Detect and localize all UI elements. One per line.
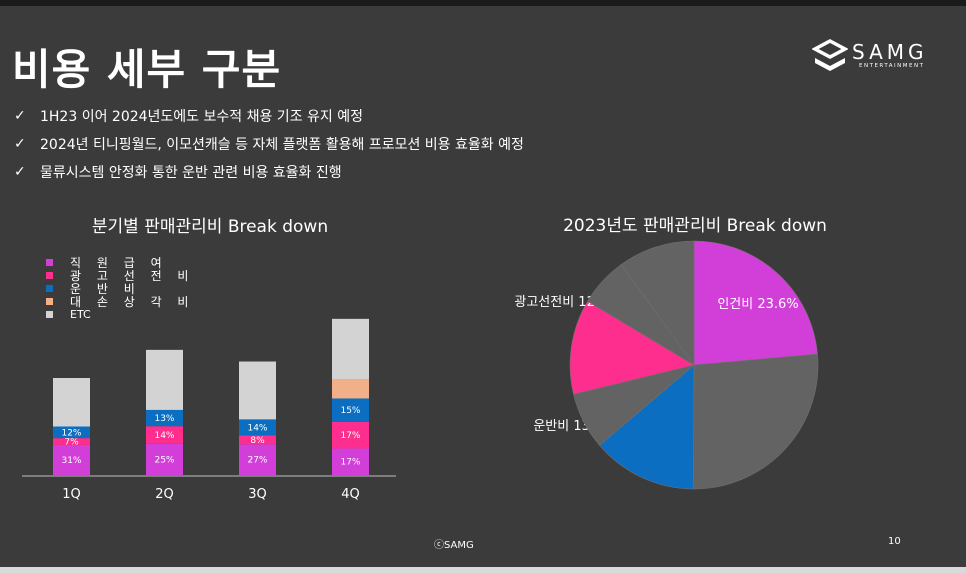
legend-item-depreciation: 대 손 상 각 비 [46, 295, 195, 309]
bullet-item: ✓ 2024년 티니핑월드, 이모션캐슬 등 자체 플랫폼 활용해 프로모션 비용… [14, 130, 524, 158]
bar-segment-salary [332, 448, 369, 475]
bar-data-label: 27% [247, 456, 267, 466]
bar-segment-freight [146, 409, 183, 427]
check-icon: ✓ [14, 108, 26, 124]
legend-item-etc: ETC [46, 308, 194, 321]
bar-data-label: 17% [340, 431, 360, 441]
legend-item-freight: 운 반 비 [46, 282, 194, 296]
bar-data-label: 25% [154, 455, 174, 465]
bullet-text: 2024년 티니핑월드, 이모션캐슬 등 자체 플랫폼 활용해 프로모션 비용 … [40, 137, 524, 153]
bar-segment-salary [146, 443, 183, 475]
legend-label: 광 고 선 전 비 [70, 269, 195, 283]
bar-data-label: 14% [247, 423, 267, 433]
bar-segment-salary [239, 444, 276, 475]
bar-segment-freight [53, 426, 90, 439]
bullet-item: ✓ 1H23 이어 2024년도에도 보수적 채용 기조 유지 예정 [14, 102, 524, 130]
logo-subtitle: ENTERTAINMENT [859, 63, 925, 69]
pie-slice [569, 300, 695, 395]
bullet-text: 1H23 이어 2024년도에도 보수적 채용 기조 유지 예정 [40, 109, 363, 125]
samg-logo: SAMG ENTERTAINMENT [812, 38, 942, 74]
bullet-text: 물류시스템 안정화 통한 운반 관련 비용 효율화 진행 [40, 165, 342, 181]
bar-category-label: 2Q [155, 487, 174, 502]
bar-data-label: 17% [340, 458, 360, 468]
bar-segment-freight [239, 419, 276, 436]
page-number: 10 [888, 536, 901, 547]
legend-item-salary: 직 원 급 여 [46, 256, 194, 270]
legend-label: ETC [70, 308, 91, 321]
bullet-item: ✓ 물류시스템 안정화 통한 운반 관련 비용 효율화 진행 [14, 158, 524, 186]
bar-segment-salary [53, 444, 90, 475]
bar-category-label: 1Q [62, 487, 81, 502]
samg-logo-icon [812, 39, 848, 71]
legend-label: 운 반 비 [70, 282, 141, 296]
bar-data-label: 13% [154, 414, 174, 424]
bar-segment-freight [332, 398, 369, 422]
pie-slice-label: 인건비 23.6% [717, 297, 798, 312]
check-icon: ✓ [14, 136, 26, 152]
pie-slice [599, 364, 695, 490]
bar-data-label: 7% [64, 438, 79, 448]
bar-data-label: 12% [61, 428, 81, 438]
bullet-list: ✓ 1H23 이어 2024년도에도 보수적 채용 기조 유지 예정 ✓ 2024년… [14, 102, 524, 186]
bar-category-label: 4Q [341, 487, 360, 502]
bar-data-label: 31% [61, 456, 81, 466]
pie-chart-title: 2023년도 판매관리비 Break down [563, 216, 827, 236]
bar-data-label: 14% [154, 431, 174, 441]
window-bottom-edge [0, 567, 966, 573]
bar-segment-advertising [239, 435, 276, 445]
legend-swatch [46, 285, 53, 292]
legend-swatch [46, 272, 53, 279]
pie-slice [620, 240, 695, 366]
legend-swatch [46, 259, 53, 266]
pie-slice [692, 353, 819, 490]
bar-category-label: 3Q [248, 487, 267, 502]
bar-segment-etc [332, 318, 369, 380]
footer-copyright: ⓒSAMG [434, 540, 474, 551]
legend-label: 대 손 상 각 비 [70, 295, 195, 309]
bar-segment-etc [53, 378, 90, 427]
bar-chart-title: 분기별 판매관리비 Break down [91, 217, 329, 237]
bar-segment-depreciation [332, 379, 369, 399]
pie-slice [693, 240, 818, 366]
window-top-edge [0, 0, 966, 6]
page-title: 비용 세부 구분 [12, 45, 282, 94]
bar-chart-legend: 직 원 급 여 광 고 선 전 비 운 반 비 대 손 상 각 비 ETC [46, 256, 194, 321]
legend-swatch [46, 311, 53, 318]
legend-item-advertising: 광 고 선 전 비 [46, 269, 195, 283]
legend-swatch [46, 298, 53, 305]
check-icon: ✓ [14, 164, 26, 180]
bar-segment-etc [239, 361, 276, 420]
bar-data-label: 15% [340, 406, 360, 416]
slide: 비용 세부 구분 SAMG ENTERTAINMENT ✓ 1H23 이어 202… [0, 6, 966, 567]
legend-label: 직 원 급 여 [70, 256, 168, 270]
logo-wordmark: SAMG [852, 40, 928, 64]
bar-segment-advertising [332, 421, 369, 449]
bar-segment-etc [146, 349, 183, 410]
bar-segment-advertising [53, 438, 90, 445]
bar-data-label: 8% [250, 436, 265, 446]
bar-segment-advertising [146, 426, 183, 444]
charts-layer: 31% 7%12% 1Q 25% 14% 13% 2Q 27% 8% 14% 3Q 17% 17% 15%… [22, 240, 819, 502]
